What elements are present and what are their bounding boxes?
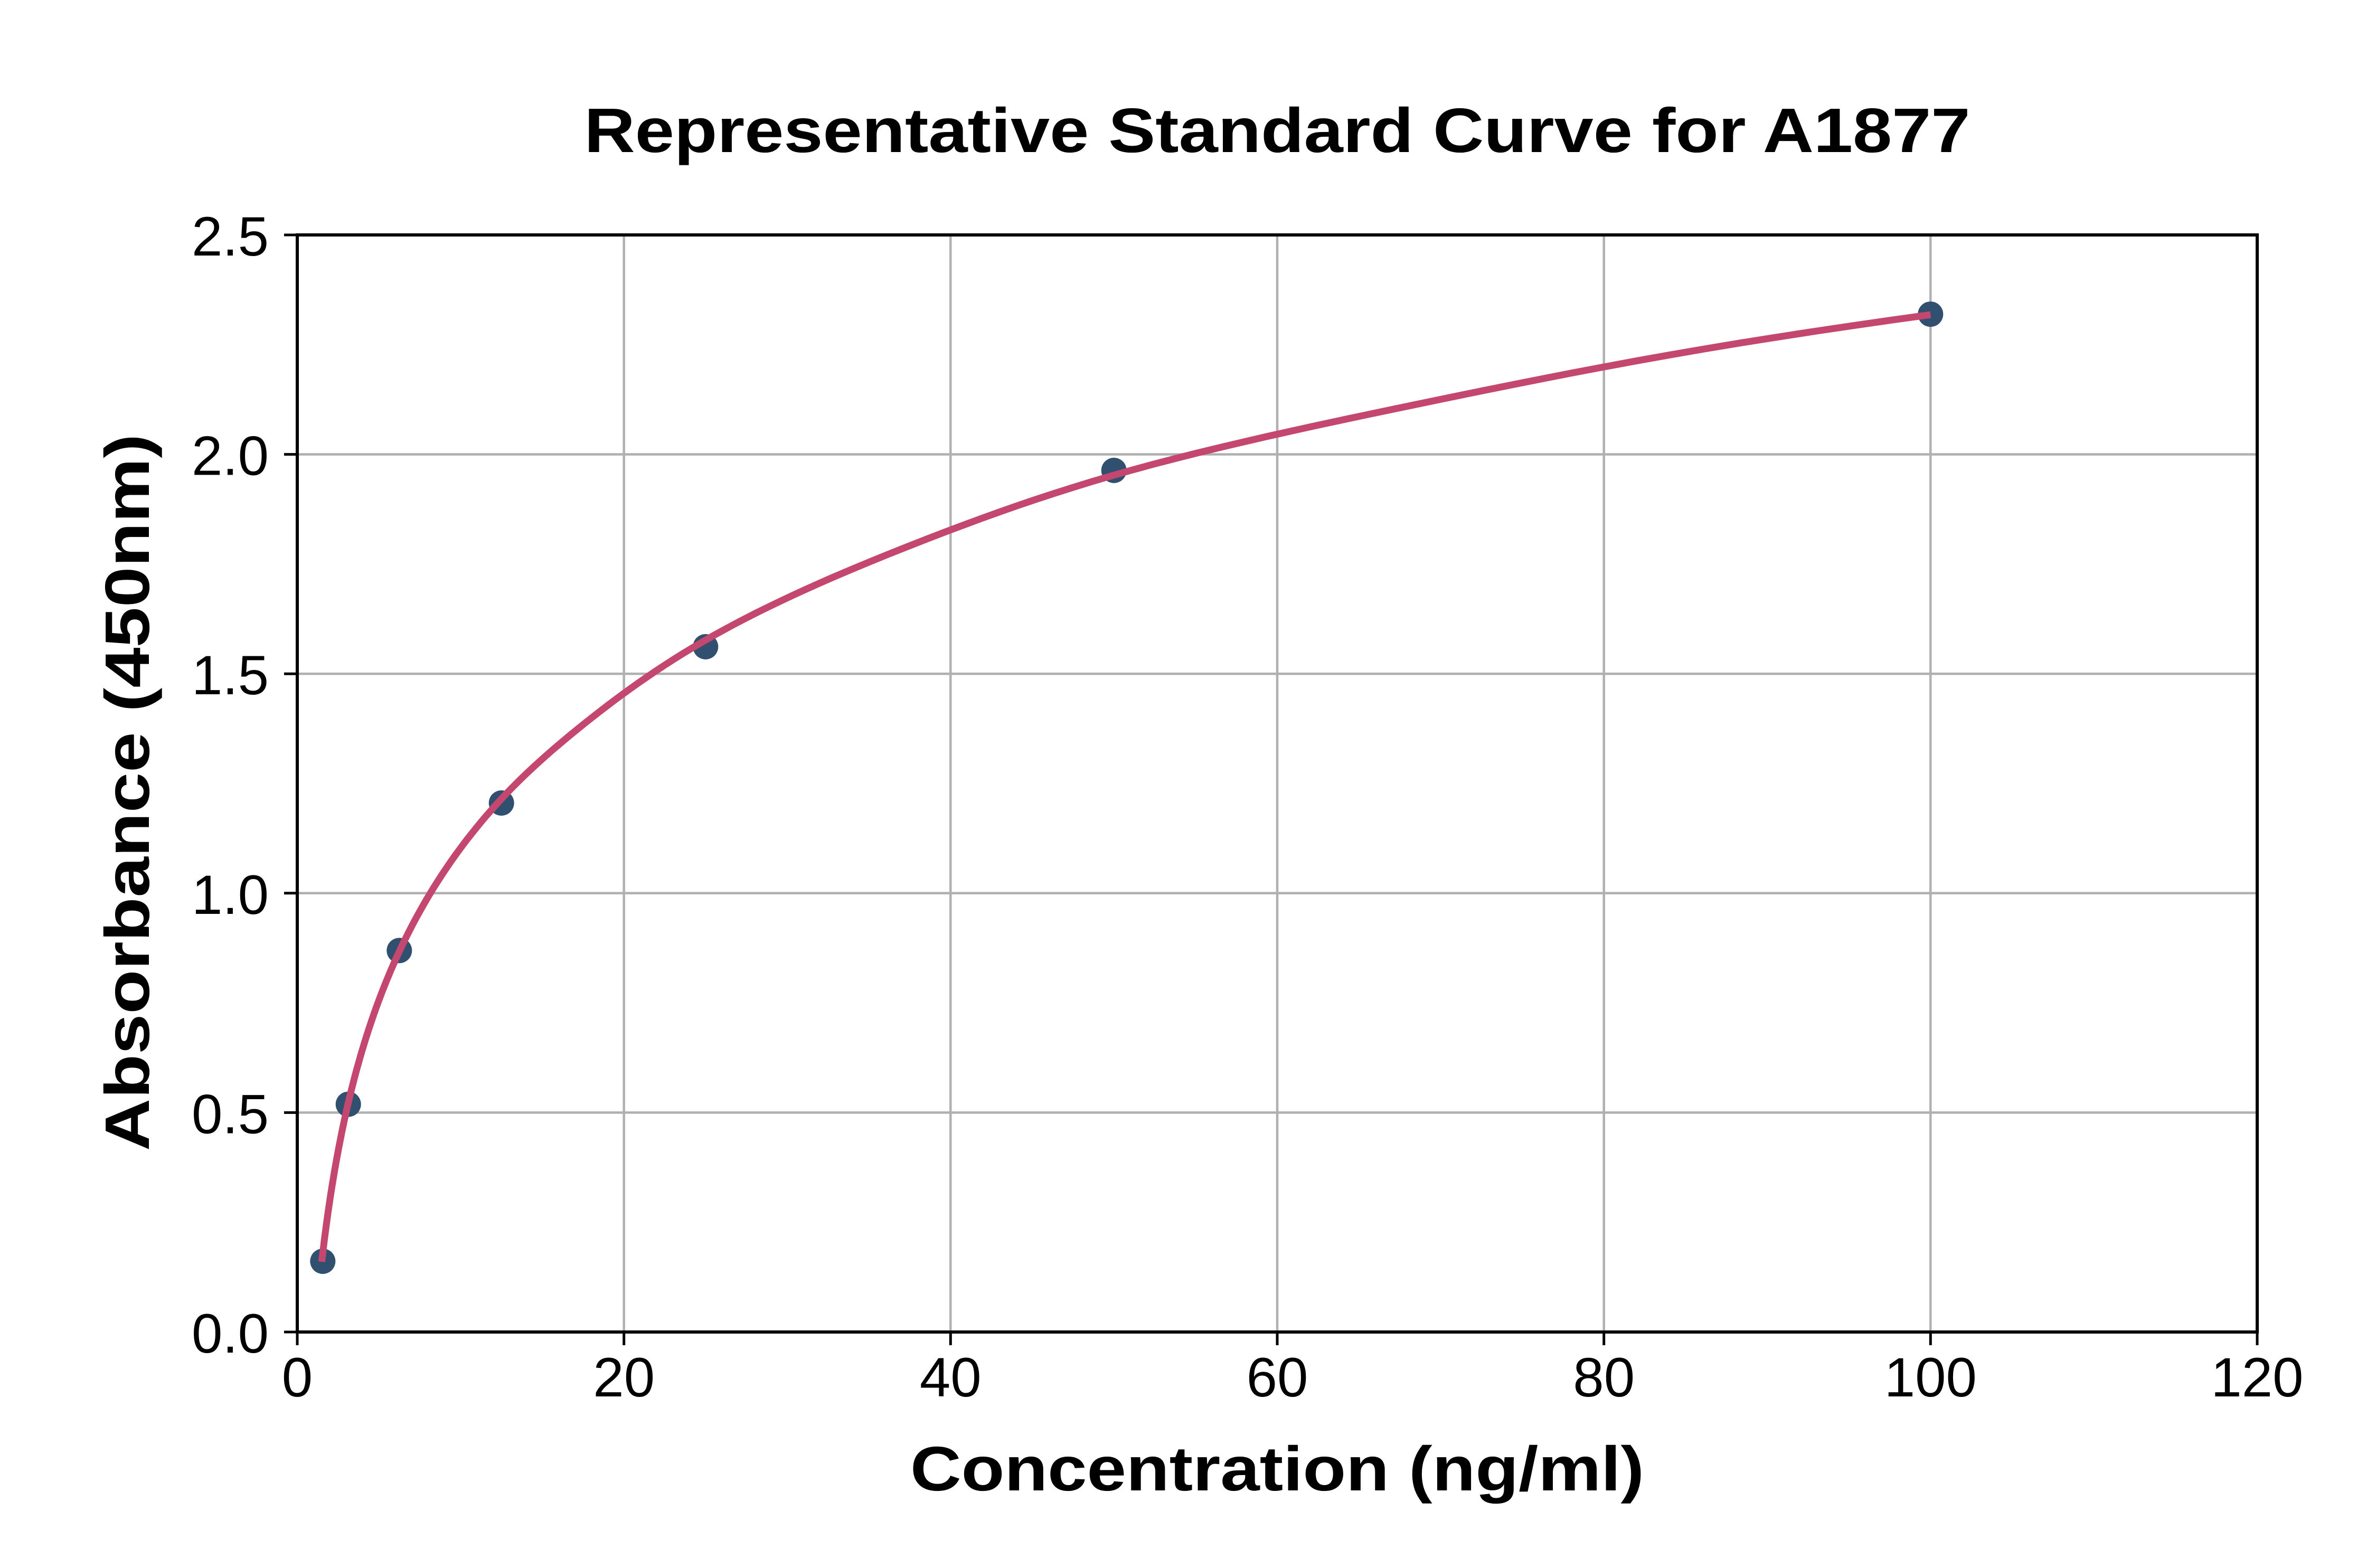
svg-text:0: 0	[282, 1347, 313, 1409]
svg-text:1.5: 1.5	[192, 645, 269, 706]
svg-text:0.0: 0.0	[192, 1303, 269, 1365]
svg-text:20: 20	[593, 1347, 655, 1409]
svg-text:2.5: 2.5	[192, 206, 269, 268]
svg-text:Absorbance (450nm): Absorbance (450nm)	[92, 434, 163, 1151]
svg-text:80: 80	[1573, 1347, 1635, 1409]
svg-text:1.0: 1.0	[192, 864, 269, 926]
svg-text:40: 40	[920, 1347, 982, 1409]
svg-text:Concentration (ng/ml): Concentration (ng/ml)	[910, 1434, 1644, 1504]
svg-text:Representative Standard Curve: Representative Standard Curve for A1877	[584, 96, 1970, 166]
svg-text:0.5: 0.5	[192, 1083, 269, 1145]
svg-text:100: 100	[1884, 1347, 1977, 1409]
svg-text:120: 120	[2211, 1347, 2303, 1409]
svg-text:60: 60	[1247, 1347, 1308, 1409]
svg-text:2.0: 2.0	[192, 426, 269, 487]
